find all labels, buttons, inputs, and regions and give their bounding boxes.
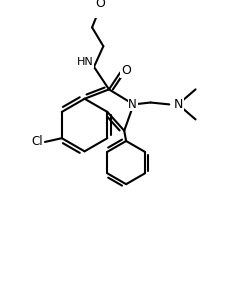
Text: N: N — [128, 98, 137, 111]
Text: N: N — [174, 98, 183, 111]
Text: Cl: Cl — [31, 136, 43, 148]
Text: O: O — [121, 64, 131, 77]
Text: O: O — [95, 0, 105, 11]
Text: HN: HN — [77, 57, 94, 67]
